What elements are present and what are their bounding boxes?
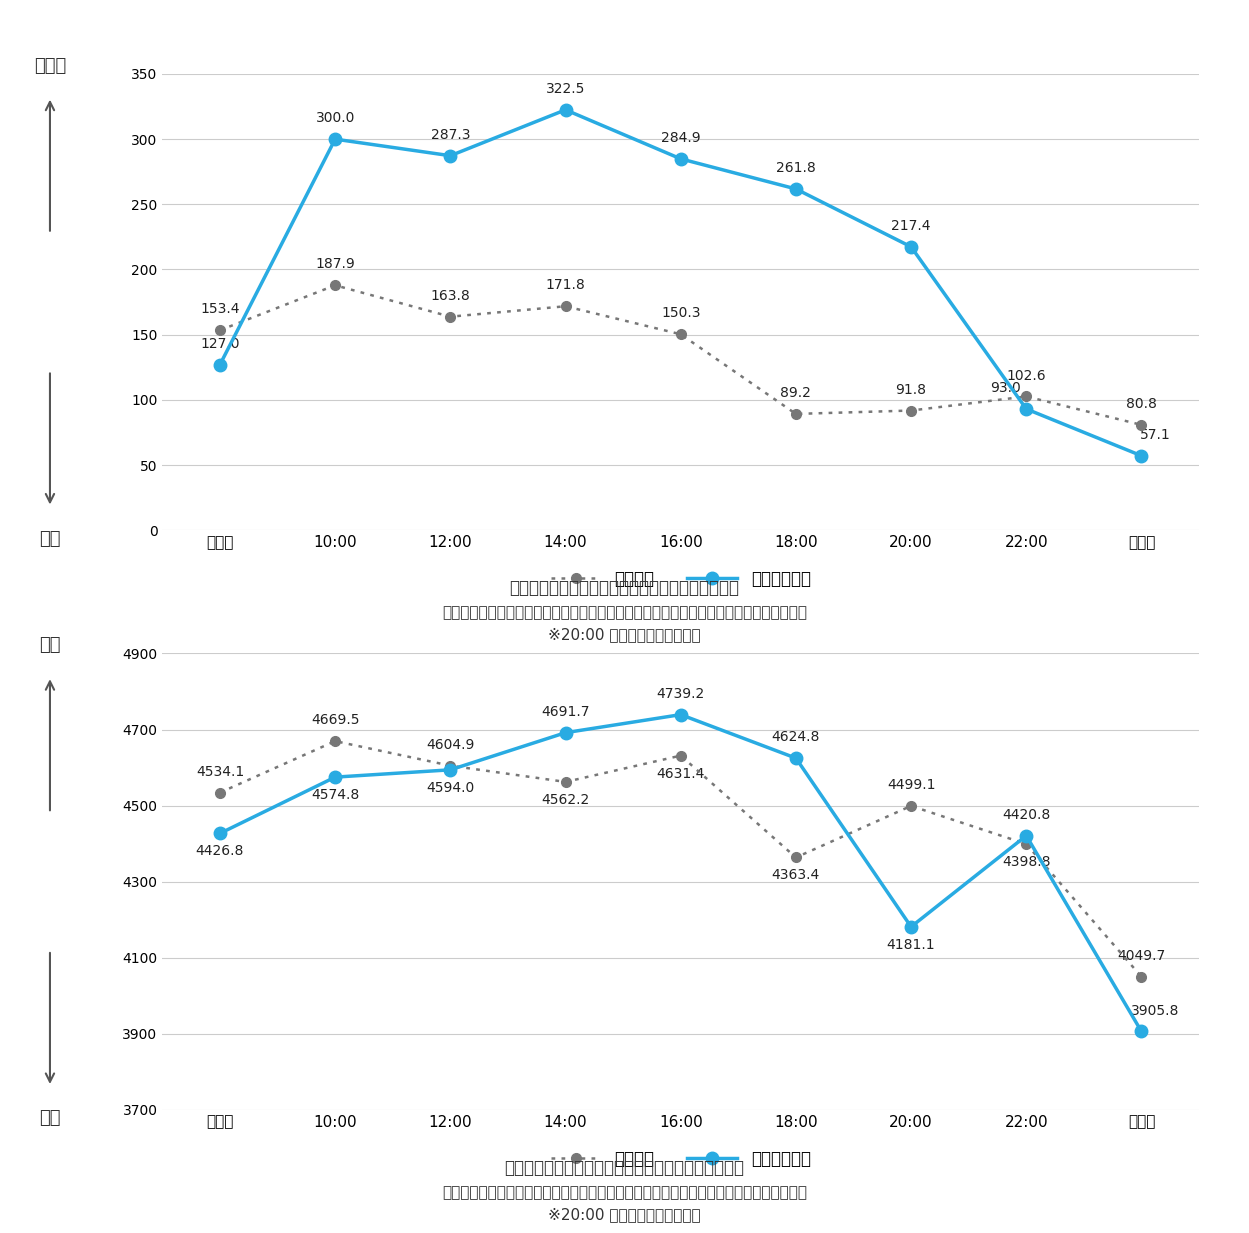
Text: 4534.1: 4534.1 [196,764,244,779]
Text: 暖色: 暖色 [39,1110,61,1127]
Text: 明るい: 明るい [34,57,66,75]
Text: 153.4: 153.4 [200,302,240,317]
Text: 261.8: 261.8 [776,162,816,175]
Text: 80.8: 80.8 [1127,397,1157,411]
Text: 171.8: 171.8 [546,279,586,292]
Text: 寒色: 寒色 [39,636,61,653]
Text: ビジネスパーソン５名が平日に浴びている光の照度: ビジネスパーソン５名が平日に浴びている光の照度 [510,580,739,597]
Text: 3905.8: 3905.8 [1132,1004,1179,1017]
Text: 127.0: 127.0 [200,337,240,350]
Text: 4363.4: 4363.4 [772,868,821,883]
Text: 57.1: 57.1 [1140,428,1170,441]
Text: 4562.2: 4562.2 [541,793,590,806]
Text: 163.8: 163.8 [431,289,470,303]
Text: 4631.4: 4631.4 [657,767,704,780]
Text: 4181.1: 4181.1 [887,938,936,952]
Text: 4426.8: 4426.8 [196,845,244,858]
Text: 150.3: 150.3 [661,306,701,321]
Text: 322.5: 322.5 [546,81,586,96]
Text: 4420.8: 4420.8 [1002,808,1050,821]
Text: 4594.0: 4594.0 [426,780,475,795]
Text: 4691.7: 4691.7 [541,705,590,719]
Text: 目の位置で計測した数値／在宅勤務・オフィス勤務それぞれ５日間、被験者５名の平均値: 目の位置で計測した数値／在宅勤務・オフィス勤務それぞれ５日間、被験者５名の平均値 [442,605,807,620]
Text: 4669.5: 4669.5 [311,713,360,727]
Text: 4398.8: 4398.8 [1002,854,1050,869]
Text: ※20:00 の数値のみ４名の平均: ※20:00 の数値のみ４名の平均 [548,1207,701,1222]
Legend: 在宅勤務, オフィス勤務: 在宅勤務, オフィス勤務 [545,563,817,594]
Text: 284.9: 284.9 [661,131,701,145]
Text: 217.4: 217.4 [892,219,931,233]
Text: 187.9: 187.9 [315,258,355,271]
Text: ビジネスパーソン５名が平日に浴びている光の色温度: ビジネスパーソン５名が平日に浴びている光の色温度 [505,1159,744,1176]
Text: 102.6: 102.6 [1007,369,1047,382]
Text: 93.0: 93.0 [990,381,1020,395]
Text: 300.0: 300.0 [316,111,355,126]
Text: 4624.8: 4624.8 [772,730,821,745]
Text: ※20:00 の数値のみ４名の平均: ※20:00 の数値のみ４名の平均 [548,628,701,642]
Text: 91.8: 91.8 [896,382,927,397]
Text: 287.3: 287.3 [431,128,470,142]
Text: 4604.9: 4604.9 [426,737,475,752]
Text: 目の位置で計測した数値／在宅勤務・オフィス勤務それぞれ５日間、被験者５名の平均値: 目の位置で計測した数値／在宅勤務・オフィス勤務それぞれ５日間、被験者５名の平均値 [442,1185,807,1200]
Text: 4499.1: 4499.1 [887,778,936,792]
Text: 4574.8: 4574.8 [311,788,360,803]
Text: 4049.7: 4049.7 [1118,949,1165,963]
Text: 4739.2: 4739.2 [657,687,704,700]
Text: 89.2: 89.2 [781,386,812,399]
Legend: 在宅勤務, オフィス勤務: 在宅勤務, オフィス勤務 [545,1143,817,1174]
Text: 暗い: 暗い [39,530,61,547]
